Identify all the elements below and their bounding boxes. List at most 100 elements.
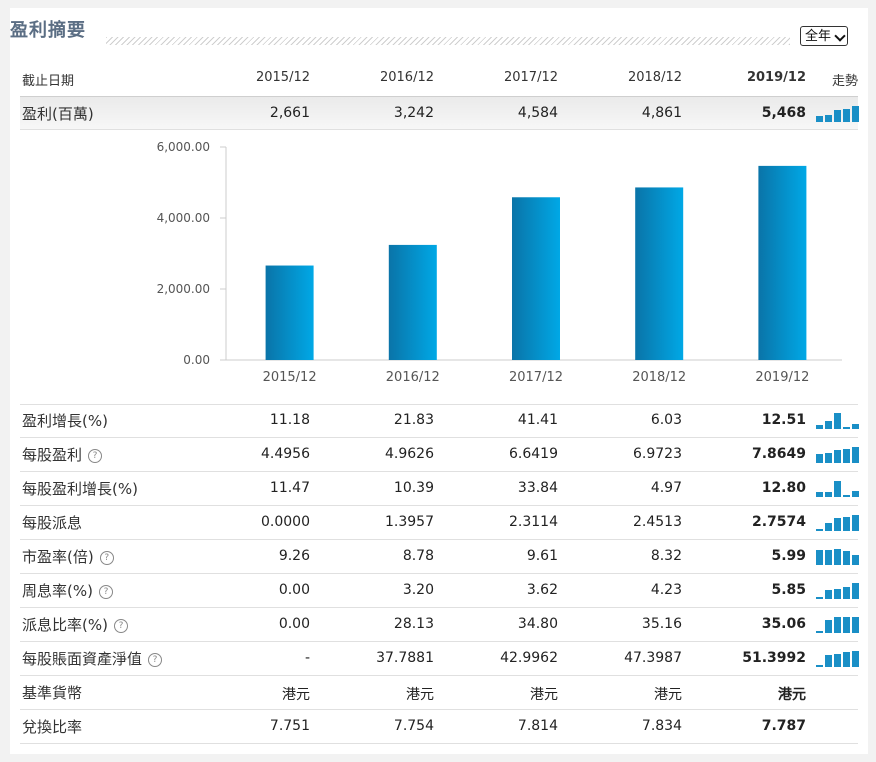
row-label-text: 每股盈利: [22, 446, 83, 464]
cell-value: 7.834: [641, 718, 682, 734]
sparkline-bar: [852, 555, 859, 565]
table-row-yield: 周息率(%)? 0.00 3.20 3.62 4.23 5.85: [20, 574, 859, 608]
row-label: 派息比率(%)?: [22, 614, 128, 635]
help-icon[interactable]: ?: [88, 449, 103, 463]
sparkline-bar: [825, 655, 832, 667]
sparkline-bar: [825, 523, 832, 531]
row-label: 每股盈利?: [22, 444, 103, 465]
cell-value: 4.4956: [261, 446, 310, 462]
cell-value: 4.97: [650, 480, 682, 496]
cell-value: 33.84: [517, 480, 558, 496]
chevron-down-icon: [834, 30, 846, 42]
sparkline-bar: [852, 106, 859, 122]
sparkline-bar: [816, 597, 823, 599]
cell-value: 2.3114: [509, 514, 558, 530]
chart-svg: 0.00 2,000.00 4,000.00 6,000.00 2015/12 2016/…: [157, 140, 842, 385]
cell-value: 11.47: [269, 480, 310, 496]
cell-value: 0.0000: [261, 514, 310, 530]
cell-value: 42.9962: [500, 650, 558, 666]
cell-value: 28.13: [393, 616, 434, 632]
sparkline-bar: [834, 617, 841, 633]
cell-value: 35.06: [761, 616, 806, 632]
profit-summary-panel: [10, 8, 868, 754]
sparkline-bar: [843, 109, 850, 122]
sparkline-bar: [816, 631, 823, 633]
cell-value: 3.20: [402, 582, 434, 598]
row-label-text: 每股派息: [22, 514, 83, 532]
cell-value: 港元: [530, 687, 558, 703]
sparkline-bar: [825, 115, 832, 122]
y-tick-label: 0.00: [183, 353, 210, 367]
table-row-eps-growth: 每股盈利增長(%) 11.47 10.39 33.84 4.97 12.80: [20, 472, 859, 506]
sparkline-bar: [834, 549, 841, 565]
cell-value: 2.7574: [751, 514, 806, 530]
period-select[interactable]: 全年: [800, 26, 848, 46]
cell-value: 4,861: [641, 105, 682, 121]
sparkline-bar: [852, 447, 859, 463]
cell-value: 4.23: [650, 582, 682, 598]
sparkline-bar: [843, 427, 850, 429]
trend-sparkline: [816, 104, 860, 122]
cell-value: 12.51: [761, 412, 806, 428]
cell-value: 12.80: [761, 480, 806, 496]
help-icon[interactable]: ?: [113, 619, 128, 633]
row-label: 盈利增長(%): [22, 410, 108, 431]
table-row-profit-growth: 盈利增長(%) 11.18 21.83 41.41 6.03 12.51: [20, 404, 860, 438]
sparkline-bar: [843, 652, 850, 667]
help-icon[interactable]: ?: [98, 585, 113, 599]
table-row-pe: 市盈率(倍)? 9.26 8.78 9.61 8.32 5.99: [20, 540, 860, 574]
row-label: 市盈率(倍)?: [22, 546, 114, 567]
sparkline-bar: [843, 517, 850, 531]
cell-value: 1.3957: [385, 514, 434, 530]
help-icon[interactable]: ?: [99, 551, 114, 565]
row-label: 周息率(%)?: [22, 580, 113, 601]
sparkline-bar: [816, 425, 823, 429]
bar-2016-12: [388, 244, 437, 360]
table-row-eps: 每股盈利? 4.4956 4.9626 6.6419 6.9723 7.8649: [20, 438, 860, 472]
cell-value: 9.26: [278, 548, 310, 564]
sparkline-bar: [825, 550, 832, 565]
cell-value: 8.78: [402, 548, 434, 564]
cell-value: 6.6419: [509, 446, 558, 462]
cell-value: 7.8649: [751, 446, 806, 462]
cell-value: 4.9626: [385, 446, 434, 462]
help-icon[interactable]: ?: [148, 653, 163, 667]
table-row-bvps: 每股賬面資產淨值? - 37.7881 42.9962 47.3987 51.3992: [20, 642, 860, 676]
sparkline-bar: [843, 587, 850, 599]
row-label-text: 每股盈利增長(%): [22, 480, 138, 498]
trend-sparkline: [816, 547, 860, 565]
sparkline-bar: [852, 651, 859, 667]
row-label: 兌換比率: [22, 716, 82, 737]
cell-value: 3,242: [393, 105, 434, 121]
cell-value: 5.99: [771, 548, 806, 564]
row-label-text: 周息率(%): [22, 582, 93, 600]
sparkline-bar: [834, 110, 841, 122]
section-title: 盈利摘要: [10, 20, 86, 41]
cell-value: 6.03: [650, 412, 682, 428]
trend-sparkline: [816, 445, 860, 463]
bar-2015-12: [265, 265, 314, 360]
period-header: 2016/12: [379, 70, 434, 85]
cell-value: 港元: [654, 687, 682, 703]
sparkline-bar: [852, 491, 859, 497]
y-tick-label: 6,000.00: [157, 140, 210, 154]
sparkline-bar: [825, 492, 832, 497]
sparkline-bar: [834, 518, 841, 531]
row-label-text: 基準貨幣: [22, 684, 83, 702]
cell-value: 10.39: [393, 480, 434, 496]
row-label-text: 盈利(百萬): [22, 105, 94, 123]
sparkline-bar: [825, 453, 832, 463]
cell-value: 47.3987: [624, 650, 682, 666]
cell-value: 0.00: [278, 582, 310, 598]
table-row-dps: 每股派息 0.0000 1.3957 2.3114 2.4513 2.7574: [20, 506, 859, 540]
sparkline-bar: [843, 617, 850, 633]
trend-sparkline: [816, 649, 860, 667]
sparkline-bar: [834, 450, 841, 463]
x-tick-label: 2016/12: [386, 370, 440, 385]
cell-value: 0.00: [278, 616, 310, 632]
cell-value: 21.83: [393, 412, 434, 428]
cell-value: 35.16: [641, 616, 682, 632]
trend-sparkline: [816, 411, 860, 429]
sparkline-bar: [852, 515, 859, 531]
date-column-label: 截止日期: [22, 74, 75, 89]
